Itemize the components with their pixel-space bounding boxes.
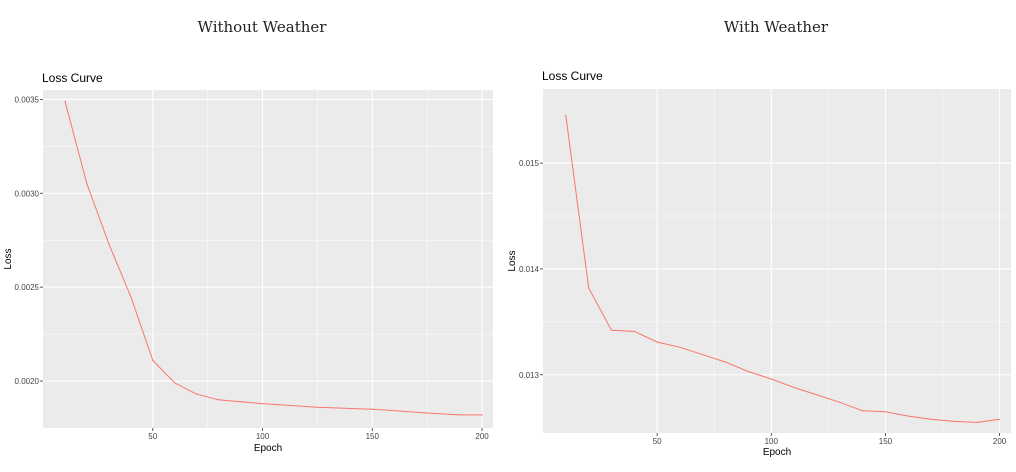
- loss-data-point: [907, 415, 909, 417]
- loss-data-point: [862, 410, 864, 412]
- loss-data-point: [793, 386, 795, 389]
- loss-data-point: [839, 401, 841, 403]
- plot-panel: [543, 89, 1011, 433]
- x-tick-label: 50: [653, 437, 662, 446]
- y-tick-label: 0.013: [519, 371, 540, 380]
- loss-data-point: [770, 378, 772, 380]
- y-tick-label: 0.0025: [15, 283, 40, 292]
- loss-data-point: [426, 412, 428, 414]
- loss-data-point: [261, 402, 264, 405]
- x-tick-label: 100: [256, 432, 270, 441]
- y-tick-label: 0.015: [519, 159, 540, 168]
- y-tick-label: 0.014: [519, 265, 540, 274]
- x-axis-label: Epoch: [763, 447, 791, 458]
- loss-data-point: [725, 361, 727, 363]
- loss-data-point: [816, 394, 818, 396]
- plot-panel: [43, 90, 493, 428]
- chart-title: Loss Curve: [542, 69, 603, 83]
- loss-chart-with-weather: 50 100 150 200 0.013 0.014 0.015 Loss Curve Epoc…: [508, 69, 1011, 458]
- loss-data-point: [930, 418, 932, 420]
- loss-data-point: [884, 411, 887, 413]
- loss-data-point: [481, 414, 483, 416]
- loss-data-point: [64, 100, 66, 102]
- loss-data-point: [747, 371, 750, 373]
- x-tick-label: 150: [366, 432, 380, 441]
- right-panel-heading: With Weather: [723, 18, 829, 36]
- loss-data-point: [998, 418, 1001, 420]
- loss-data-point: [218, 399, 220, 401]
- loss-data-point: [565, 114, 567, 117]
- loss-data-point: [459, 414, 461, 416]
- y-tick-label: 0.0020: [15, 377, 40, 386]
- loss-chart-without-weather: 50 100 150 200 0.0020 0.0025 0.0030 0.0035 Loss …: [3, 71, 493, 454]
- loss-data-point: [316, 406, 318, 408]
- x-tick-label: 50: [148, 432, 157, 441]
- loss-data-point: [152, 359, 154, 361]
- y-axis-label: Loss: [508, 250, 518, 271]
- loss-data-point: [371, 408, 373, 410]
- loss-data-point: [174, 382, 176, 384]
- chart-title: Loss Curve: [42, 71, 103, 85]
- y-axis-label: Loss: [3, 248, 14, 269]
- loss-data-point: [679, 346, 681, 348]
- loss-data-point: [953, 420, 955, 422]
- loss-data-point: [610, 329, 613, 331]
- x-tick-label: 200: [993, 437, 1007, 446]
- x-axis-label: Epoch: [254, 443, 282, 454]
- loss-data-point: [656, 341, 658, 343]
- x-tick-label: 100: [765, 437, 779, 446]
- loss-data-point: [108, 243, 110, 245]
- y-tick-label: 0.0035: [15, 95, 40, 104]
- loss-data-point: [130, 295, 132, 298]
- loss-data-point: [702, 354, 704, 356]
- left-panel-heading: Without Weather: [197, 18, 327, 36]
- loss-data-point: [86, 183, 88, 185]
- loss-data-point: [976, 421, 978, 424]
- x-tick-label: 150: [879, 437, 893, 446]
- y-tick-label: 0.0030: [15, 189, 40, 198]
- x-tick-label: 200: [475, 432, 489, 441]
- loss-data-point: [239, 401, 242, 403]
- loss-series-line: [565, 115, 1000, 423]
- loss-data-point: [196, 393, 198, 395]
- loss-data-point: [633, 330, 635, 332]
- loss-data-point: [588, 287, 590, 289]
